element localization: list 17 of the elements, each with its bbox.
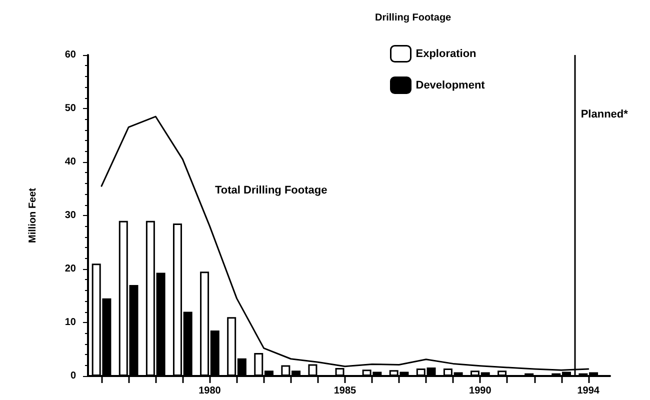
y-tick-label: 10	[64, 317, 76, 328]
ref-line-label: Planned*	[580, 108, 629, 120]
y-axis-title: Million Feet	[28, 187, 38, 243]
y-tick-label: 20	[64, 264, 76, 274]
legend-title: Drilling Footage	[375, 12, 452, 24]
legend-label: Development	[416, 79, 486, 92]
x-tick-label: 1990	[469, 386, 492, 396]
y-tick-label: 30	[64, 210, 76, 221]
x-tick-label: 1985	[334, 386, 357, 396]
x-tick-label: 1980	[198, 386, 222, 396]
y-tick-label: 60	[64, 50, 76, 60]
annotation: Total Drilling Footage	[215, 184, 328, 196]
x-tick-label: 1994	[577, 386, 600, 396]
legend-label: Exploration	[416, 48, 477, 60]
y-tick-label: 40	[64, 156, 76, 168]
y-tick-label: 0	[70, 370, 76, 382]
y-tick-label: 50	[64, 103, 76, 114]
